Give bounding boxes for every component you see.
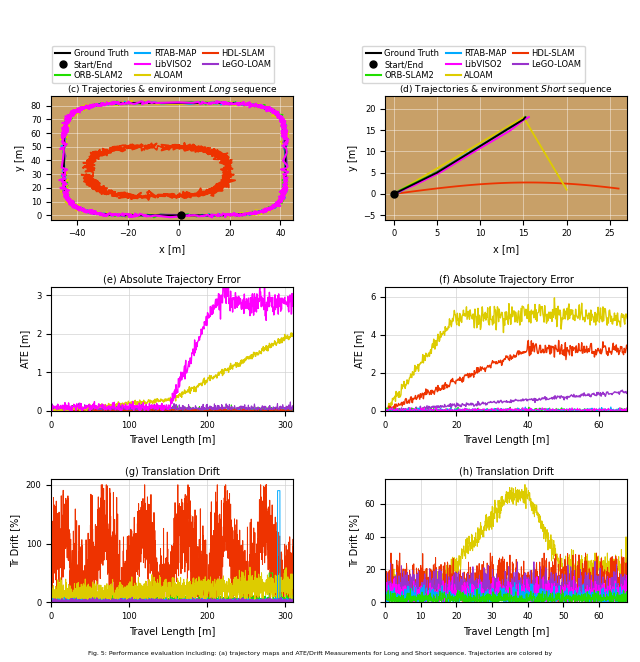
Y-axis label: Tr Drift [%]: Tr Drift [%] xyxy=(349,514,359,567)
Legend: Ground Truth, Start/End, ORB-SLAM2, RTAB-MAP, LibVISO2, ALOAM, HDL-SLAM, LeGO-LO: Ground Truth, Start/End, ORB-SLAM2, RTAB… xyxy=(52,46,275,83)
Legend: Ground Truth, Start/End, ORB-SLAM2, RTAB-MAP, LibVISO2, ALOAM, HDL-SLAM, LeGO-LO: Ground Truth, Start/End, ORB-SLAM2, RTAB… xyxy=(362,46,585,83)
Title: (e) Absolute Trajectory Error: (e) Absolute Trajectory Error xyxy=(104,275,241,285)
X-axis label: Travel Length [m]: Travel Length [m] xyxy=(129,435,216,446)
Y-axis label: Tr Drift [%]: Tr Drift [%] xyxy=(10,514,20,567)
Title: (h) Translation Drift: (h) Translation Drift xyxy=(459,467,554,477)
Title: (g) Translation Drift: (g) Translation Drift xyxy=(125,467,220,477)
X-axis label: Travel Length [m]: Travel Length [m] xyxy=(463,435,549,446)
Y-axis label: y [m]: y [m] xyxy=(348,145,358,171)
Y-axis label: ATE [m]: ATE [m] xyxy=(20,330,31,368)
Y-axis label: y [m]: y [m] xyxy=(15,145,26,171)
Title: (d) Trajectories & environment $\mathit{Short}$ sequence: (d) Trajectories & environment $\mathit{… xyxy=(399,83,613,96)
Text: Fig. 5: Performance evaluation including: (a) trajectory maps and ATE/Drift Meas: Fig. 5: Performance evaluation including… xyxy=(88,651,552,657)
Title: (f) Absolute Trajectory Error: (f) Absolute Trajectory Error xyxy=(439,275,573,285)
Title: (c) Trajectories & environment $\mathit{Long}$ sequence: (c) Trajectories & environment $\mathit{… xyxy=(67,83,278,96)
X-axis label: x [m]: x [m] xyxy=(493,244,519,254)
X-axis label: Travel Length [m]: Travel Length [m] xyxy=(129,627,216,637)
X-axis label: x [m]: x [m] xyxy=(159,244,185,254)
X-axis label: Travel Length [m]: Travel Length [m] xyxy=(463,627,549,637)
Y-axis label: ATE [m]: ATE [m] xyxy=(355,330,365,368)
